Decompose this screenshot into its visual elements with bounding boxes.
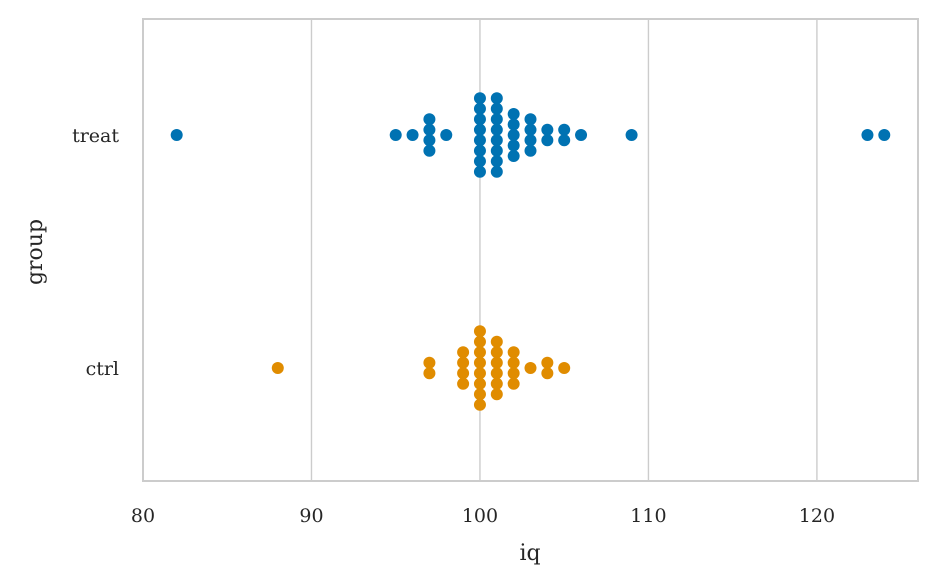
data-point-treat bbox=[473, 165, 486, 178]
data-point-ctrl bbox=[541, 367, 554, 380]
data-point-ctrl bbox=[473, 367, 486, 380]
data-point-treat bbox=[406, 129, 419, 141]
data-point-treat bbox=[507, 118, 520, 131]
x-axis-label: iq bbox=[519, 541, 540, 566]
data-point-ctrl bbox=[271, 362, 284, 374]
data-point-ctrl bbox=[490, 356, 503, 369]
data-point-ctrl bbox=[524, 362, 537, 374]
data-point-treat bbox=[423, 123, 436, 136]
data-point-ctrl bbox=[490, 377, 503, 390]
data-point-ctrl bbox=[507, 377, 520, 390]
data-point-ctrl bbox=[541, 356, 554, 369]
data-point-ctrl bbox=[457, 367, 470, 380]
data-point-ctrl bbox=[558, 362, 571, 374]
data-point-treat bbox=[473, 123, 486, 136]
data-points bbox=[170, 92, 891, 411]
data-point-treat bbox=[524, 113, 537, 126]
grid-lines bbox=[310, 19, 818, 481]
data-point-ctrl bbox=[457, 377, 470, 390]
data-point-treat bbox=[423, 113, 436, 126]
data-point-treat bbox=[507, 139, 520, 152]
data-point-treat bbox=[473, 113, 486, 126]
data-point-treat bbox=[507, 129, 520, 141]
data-point-treat bbox=[473, 92, 486, 105]
data-point-treat bbox=[490, 123, 503, 136]
data-point-treat bbox=[490, 165, 503, 178]
data-point-treat bbox=[389, 129, 402, 141]
data-point-treat bbox=[490, 155, 503, 168]
data-point-treat bbox=[490, 113, 503, 126]
data-point-ctrl bbox=[473, 346, 486, 359]
data-point-treat bbox=[423, 134, 436, 147]
y-tick-label: treat bbox=[72, 125, 119, 147]
data-point-treat bbox=[524, 134, 537, 147]
data-point-ctrl bbox=[473, 377, 486, 390]
data-point-treat bbox=[490, 134, 503, 147]
data-point-ctrl bbox=[473, 356, 486, 369]
data-point-treat bbox=[541, 123, 554, 136]
data-point-treat bbox=[575, 129, 588, 141]
x-tick-label: 90 bbox=[299, 505, 323, 527]
data-point-ctrl bbox=[473, 398, 486, 411]
y-tick-labels: treat ctrl bbox=[72, 125, 119, 380]
data-point-treat bbox=[473, 155, 486, 168]
data-point-treat bbox=[507, 108, 520, 120]
data-point-ctrl bbox=[507, 346, 520, 359]
data-point-treat bbox=[473, 144, 486, 157]
data-point-treat bbox=[878, 129, 891, 141]
data-point-treat bbox=[625, 129, 638, 141]
data-point-treat bbox=[490, 102, 503, 115]
data-point-treat bbox=[490, 144, 503, 157]
x-tick-label: 100 bbox=[462, 505, 498, 527]
data-point-ctrl bbox=[507, 367, 520, 380]
data-point-ctrl bbox=[473, 325, 486, 338]
data-point-ctrl bbox=[490, 335, 503, 348]
data-point-treat bbox=[861, 129, 874, 141]
data-point-treat bbox=[170, 129, 183, 141]
x-tick-label: 110 bbox=[630, 505, 666, 527]
data-point-treat bbox=[440, 129, 453, 141]
data-point-ctrl bbox=[423, 367, 436, 380]
data-point-treat bbox=[423, 144, 436, 157]
plot-frame bbox=[142, 18, 919, 482]
y-axis-label: group bbox=[23, 219, 48, 285]
data-point-treat bbox=[507, 150, 520, 162]
data-point-ctrl bbox=[423, 356, 436, 369]
y-tick-label: ctrl bbox=[86, 358, 119, 380]
data-point-ctrl bbox=[473, 388, 486, 401]
data-point-treat bbox=[473, 102, 486, 115]
x-tick-labels: 80 90 100 110 120 bbox=[131, 505, 835, 527]
data-point-ctrl bbox=[457, 356, 470, 369]
data-point-ctrl bbox=[490, 367, 503, 380]
data-point-ctrl bbox=[490, 346, 503, 359]
data-point-ctrl bbox=[507, 356, 520, 369]
x-tick-label: 80 bbox=[131, 505, 155, 527]
data-point-ctrl bbox=[490, 388, 503, 401]
data-point-treat bbox=[541, 134, 554, 147]
data-point-ctrl bbox=[457, 346, 470, 359]
data-point-treat bbox=[558, 134, 571, 147]
data-point-treat bbox=[490, 92, 503, 105]
data-point-treat bbox=[524, 123, 537, 136]
x-tick-label: 120 bbox=[799, 505, 835, 527]
data-point-ctrl bbox=[473, 335, 486, 348]
data-point-treat bbox=[473, 134, 486, 147]
data-point-treat bbox=[524, 144, 537, 157]
data-point-treat bbox=[558, 123, 571, 136]
